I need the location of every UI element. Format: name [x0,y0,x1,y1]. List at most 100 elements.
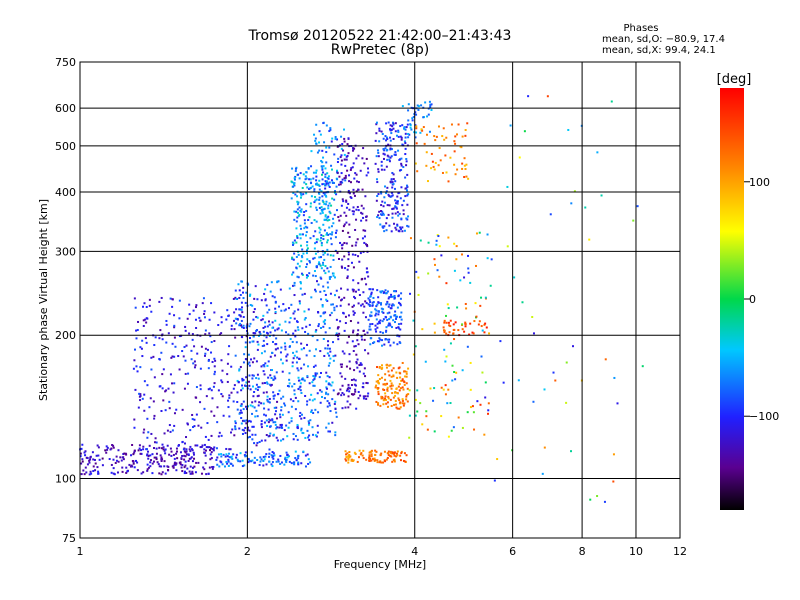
data-point [374,139,377,142]
data-point [565,401,568,404]
data-point [402,404,405,407]
data-point [326,239,329,242]
data-point [394,180,397,183]
data-point [146,417,149,420]
data-point [403,402,406,405]
data-point [256,395,259,398]
data-point [201,302,204,305]
data-point [236,408,239,411]
data-point [596,495,599,498]
data-point [319,389,322,392]
data-point [143,409,146,412]
data-point [404,147,407,150]
data-point [403,380,406,383]
data-point [325,391,328,394]
data-point [341,350,344,353]
data-point [97,454,100,457]
data-point [183,450,186,453]
data-point [394,226,397,229]
data-point [268,323,271,326]
data-point [297,463,300,466]
data-point [324,176,327,179]
data-point [448,331,451,334]
data-point [448,324,451,327]
data-point [199,367,202,370]
data-point [402,209,405,212]
data-point [191,460,194,463]
data-point [239,409,242,412]
data-point [220,359,223,362]
data-point [346,341,349,344]
data-point [238,296,241,299]
data-point [262,330,265,333]
data-point [126,470,129,473]
data-point [188,332,191,335]
data-point [97,470,100,473]
data-point [316,424,319,427]
data-point [387,452,390,455]
data-point [161,338,164,341]
data-point [365,243,368,246]
data-point [427,272,430,275]
data-point [390,132,393,135]
x-tick-label: 1 [77,545,84,558]
data-point [326,405,329,408]
data-point [368,451,371,454]
data-point [260,319,263,322]
data-point [425,415,428,418]
data-point [400,452,403,455]
data-point [158,465,161,468]
data-point [340,172,343,175]
data-point [210,451,213,454]
data-point [467,177,470,180]
data-point [409,126,412,129]
data-point [359,252,362,255]
data-point [399,376,402,379]
data-point [173,424,176,427]
data-point [398,335,401,338]
data-point [363,162,366,165]
data-point [205,473,208,476]
data-point [334,190,337,193]
data-point [463,276,466,279]
data-point [206,422,209,425]
data-point [251,401,254,404]
data-point [202,297,205,300]
data-point [401,226,404,229]
data-point [407,367,410,370]
data-point [297,376,300,379]
data-point [387,297,390,300]
data-point [423,142,426,145]
data-point [442,388,445,391]
data-point [296,424,299,427]
data-point [466,411,469,414]
data-point [362,395,365,398]
data-point [355,361,358,364]
data-point [399,406,402,409]
data-point [192,362,195,365]
data-point [221,369,224,372]
data-point [304,436,307,439]
data-point [395,202,398,205]
data-point [160,465,163,468]
data-point [406,173,409,176]
data-point [440,415,443,418]
data-point [119,456,122,459]
data-point [191,418,194,421]
data-point [348,236,351,239]
data-point [117,460,120,463]
data-point [378,322,381,325]
data-point [292,258,295,261]
data-point [383,450,386,453]
data-point [220,316,223,319]
data-point [339,183,342,186]
data-point [531,316,534,319]
data-point [212,449,215,452]
data-point [396,223,399,226]
data-point [378,129,381,132]
data-point [393,460,396,463]
data-point [344,377,347,380]
data-point [401,204,404,207]
data-point [262,364,265,367]
data-point [315,179,318,182]
